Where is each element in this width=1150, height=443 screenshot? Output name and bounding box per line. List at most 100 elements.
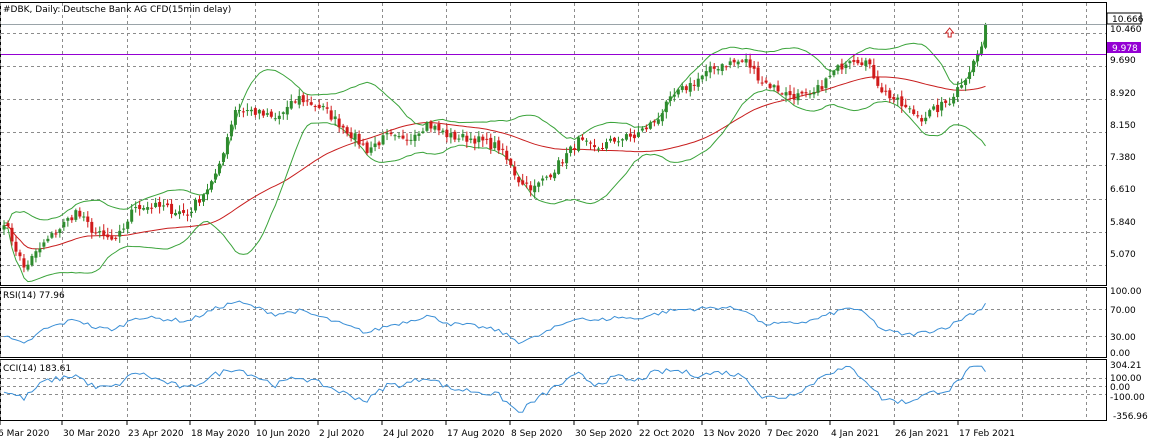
time-tick-label: 7 Dec 2020 [767, 429, 819, 439]
candle-body [684, 86, 688, 91]
candle-body [772, 85, 776, 88]
price-tick-label: 10.460 [1110, 25, 1142, 35]
candle-body [221, 153, 225, 163]
candle-body [6, 223, 10, 226]
candle-body [612, 137, 616, 142]
candle-body [948, 103, 952, 105]
candle-body [944, 100, 948, 103]
candle-body [912, 109, 916, 115]
candle-body [489, 137, 493, 150]
up-arrow-icon[interactable] [944, 27, 955, 38]
candle-body [457, 138, 461, 140]
candle-body [329, 110, 333, 120]
candle-body [601, 148, 604, 150]
cci-tick-label: 304.21 [1110, 361, 1142, 371]
candle-body [429, 121, 433, 129]
candle-body [868, 59, 872, 65]
candle-body [844, 64, 848, 69]
candle-body [581, 137, 585, 140]
candle-body [205, 189, 209, 195]
candle-body [533, 185, 537, 193]
candle-body [768, 83, 772, 88]
candle-body [589, 142, 593, 144]
candle-body [700, 75, 704, 80]
candle-body [545, 176, 549, 178]
candle-body [888, 90, 892, 99]
candle-body [828, 75, 832, 77]
candle-body [425, 122, 429, 131]
candle-body [337, 118, 341, 128]
candle-body [628, 133, 632, 137]
candle-body [800, 91, 804, 94]
candle-body [170, 203, 174, 214]
candle-body [225, 137, 229, 155]
candle-body [82, 216, 86, 218]
candle-body [509, 158, 513, 166]
candle-body [624, 134, 628, 140]
candle-body [317, 104, 321, 108]
candle-body [644, 127, 648, 130]
candle-body [361, 143, 365, 145]
candle-body [840, 63, 844, 70]
candle-body [557, 160, 561, 174]
candle-body [708, 66, 712, 73]
candle-body [241, 111, 245, 113]
candle-body [936, 104, 940, 113]
candle-body [461, 134, 465, 138]
candle-body [820, 86, 824, 90]
candle-body [636, 132, 640, 137]
candle-body [728, 61, 732, 65]
level-price-badge [1107, 42, 1141, 53]
candle-body [138, 205, 142, 210]
candle-body [174, 212, 178, 216]
candle-body [265, 113, 269, 115]
candle-body [110, 236, 114, 240]
candle-body [501, 148, 505, 150]
candle-body [784, 92, 788, 96]
candle-body [50, 233, 54, 238]
candle-body [114, 237, 118, 239]
candle-body [664, 101, 668, 113]
candle-body [66, 218, 70, 221]
candle-body [632, 134, 636, 139]
candle-body [397, 136, 401, 138]
candle-body [349, 132, 353, 139]
rsi-tick-label: 30.00 [1110, 333, 1136, 343]
candle-body [453, 131, 457, 140]
candle-body [473, 138, 477, 144]
candle-body [585, 140, 589, 142]
rsi-panel-frame [0, 287, 1107, 358]
rsi-line [3, 300, 986, 345]
candle-body [198, 199, 202, 203]
candle-body [90, 221, 94, 233]
grid-lines [0, 3, 1106, 420]
candle-body [126, 221, 130, 229]
cci-tick-label: -100.00 [1110, 393, 1145, 403]
candle-body [892, 96, 896, 100]
candle-body [485, 138, 489, 140]
candle-body [804, 92, 808, 94]
candle-body [297, 96, 301, 105]
candle-body [872, 64, 876, 79]
candle-body [413, 134, 417, 141]
candle-body [285, 106, 289, 115]
time-tick-label: 30 Mar 2020 [63, 429, 120, 439]
candle-body [134, 207, 138, 209]
candle-body [972, 60, 976, 73]
candle-body [74, 210, 78, 220]
candle-body [541, 178, 545, 181]
candle-body [158, 201, 162, 207]
price-tick-label: 8.150 [1110, 121, 1136, 131]
candle-body [357, 134, 361, 145]
candle-body [34, 251, 38, 258]
candle-body [620, 139, 624, 141]
candle-body [764, 80, 768, 83]
time-tick-label: 10 Jun 2020 [256, 429, 310, 439]
candle-body [792, 93, 796, 100]
candle-body [269, 111, 273, 117]
chart-title: #DBK, Daily: Deutsche Bank AG CFD(15min … [3, 5, 231, 15]
candle-body [525, 182, 529, 184]
candle-body [864, 60, 868, 66]
candle-body [445, 129, 449, 138]
